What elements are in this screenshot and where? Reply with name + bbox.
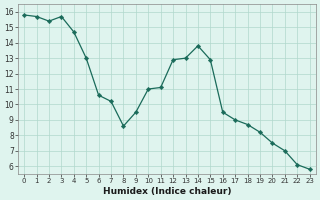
X-axis label: Humidex (Indice chaleur): Humidex (Indice chaleur): [103, 187, 231, 196]
